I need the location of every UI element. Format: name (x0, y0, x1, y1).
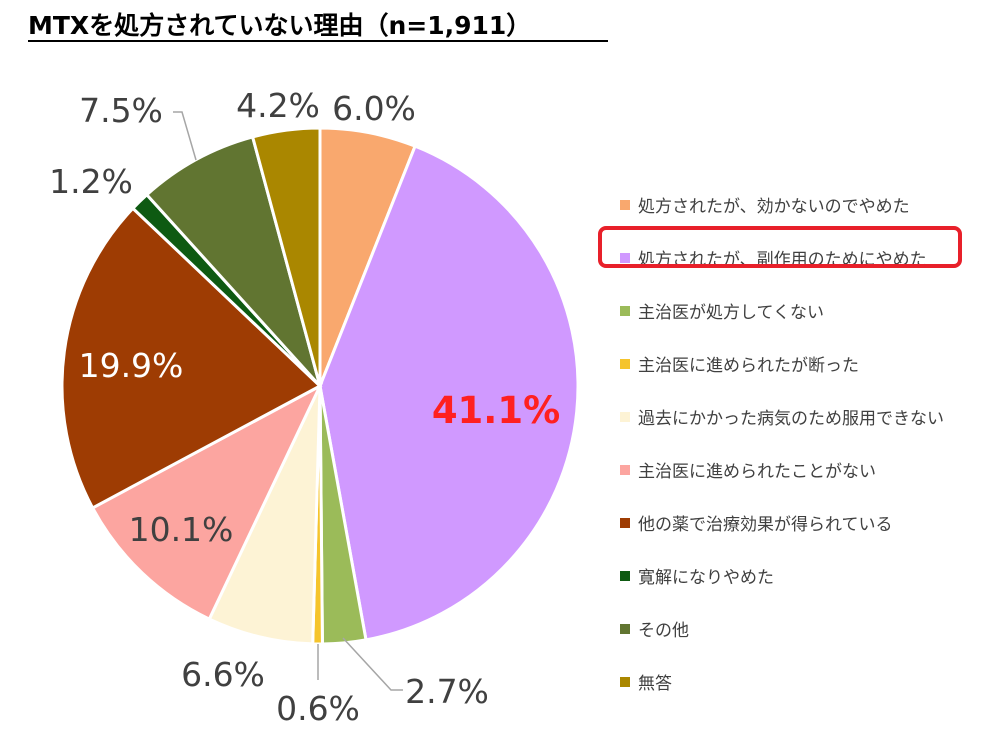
legend-swatch (620, 305, 630, 316)
legend-item-8: 寛解になりやめた (620, 549, 990, 602)
legend-label: 主治医に進められたことがない (638, 462, 876, 482)
legend-item-10: 無答 (620, 655, 990, 708)
data-label-1: 6.0% (332, 89, 416, 128)
title-underline (28, 40, 608, 42)
leader-line-3 (342, 637, 403, 691)
legend-item-1: 処方されたが、効かないのでやめた (620, 178, 990, 231)
legend-swatch (620, 411, 630, 422)
legend-swatch (620, 464, 630, 475)
legend-swatch (620, 570, 630, 581)
legend: 処方されたが、効かないのでやめた 処方されたが、副作用のためにやめた 主治医が処方し… (620, 178, 990, 708)
legend-swatch (620, 358, 630, 369)
pie-slice-6 (90, 382, 324, 622)
legend-label: 主治医に進められたが断った (638, 356, 859, 376)
data-label-7: 19.9% (79, 346, 184, 385)
pie-slice-5 (207, 385, 322, 646)
leader-line-9 (173, 111, 197, 161)
legend-swatch (620, 517, 630, 528)
legend-label: その他 (638, 621, 689, 641)
data-label-5: 6.6% (181, 655, 265, 694)
legend-item-6: 主治医に進められたことがない (620, 443, 990, 496)
legend-highlight-box (598, 226, 962, 268)
legend-label: 過去にかかった病気のため服用できない (638, 409, 944, 429)
legend-label: 寛解になりやめた (638, 568, 774, 588)
pie-slice-2 (318, 144, 580, 642)
legend-label: 無答 (638, 674, 672, 694)
legend-swatch (620, 199, 630, 210)
legend-item-7: 他の薬で治療効果が得られている (620, 496, 990, 549)
legend-item-5: 過去にかかった病気のため服用できない (620, 390, 990, 443)
legend-label: 処方されたが、効かないのでやめた (638, 197, 910, 217)
legend-item-4: 主治医に進められたが断った (620, 337, 990, 390)
legend-swatch (620, 252, 630, 263)
legend-swatch (620, 623, 630, 634)
data-label-9: 7.5% (79, 91, 163, 130)
legend-item-9: その他 (620, 602, 990, 655)
data-label-4: 0.6% (276, 689, 360, 728)
legend-label: 主治医が処方してくない (638, 303, 824, 323)
data-label-8: 1.2% (49, 162, 133, 201)
data-label-3: 2.7% (405, 672, 489, 711)
legend-swatch (620, 676, 630, 687)
legend-item-3: 主治医が処方してくない (620, 284, 990, 337)
chart-title: MTXを処方されていない理由（n=1,911） (28, 11, 532, 40)
pie-slice-7 (60, 206, 323, 510)
data-label-2: 41.1% (432, 389, 560, 432)
data-label-6: 10.1% (129, 510, 234, 549)
legend-label: 他の薬で治療効果が得られている (638, 515, 893, 535)
data-label-10: 4.2% (236, 86, 320, 125)
pie-slice-10 (250, 126, 322, 387)
